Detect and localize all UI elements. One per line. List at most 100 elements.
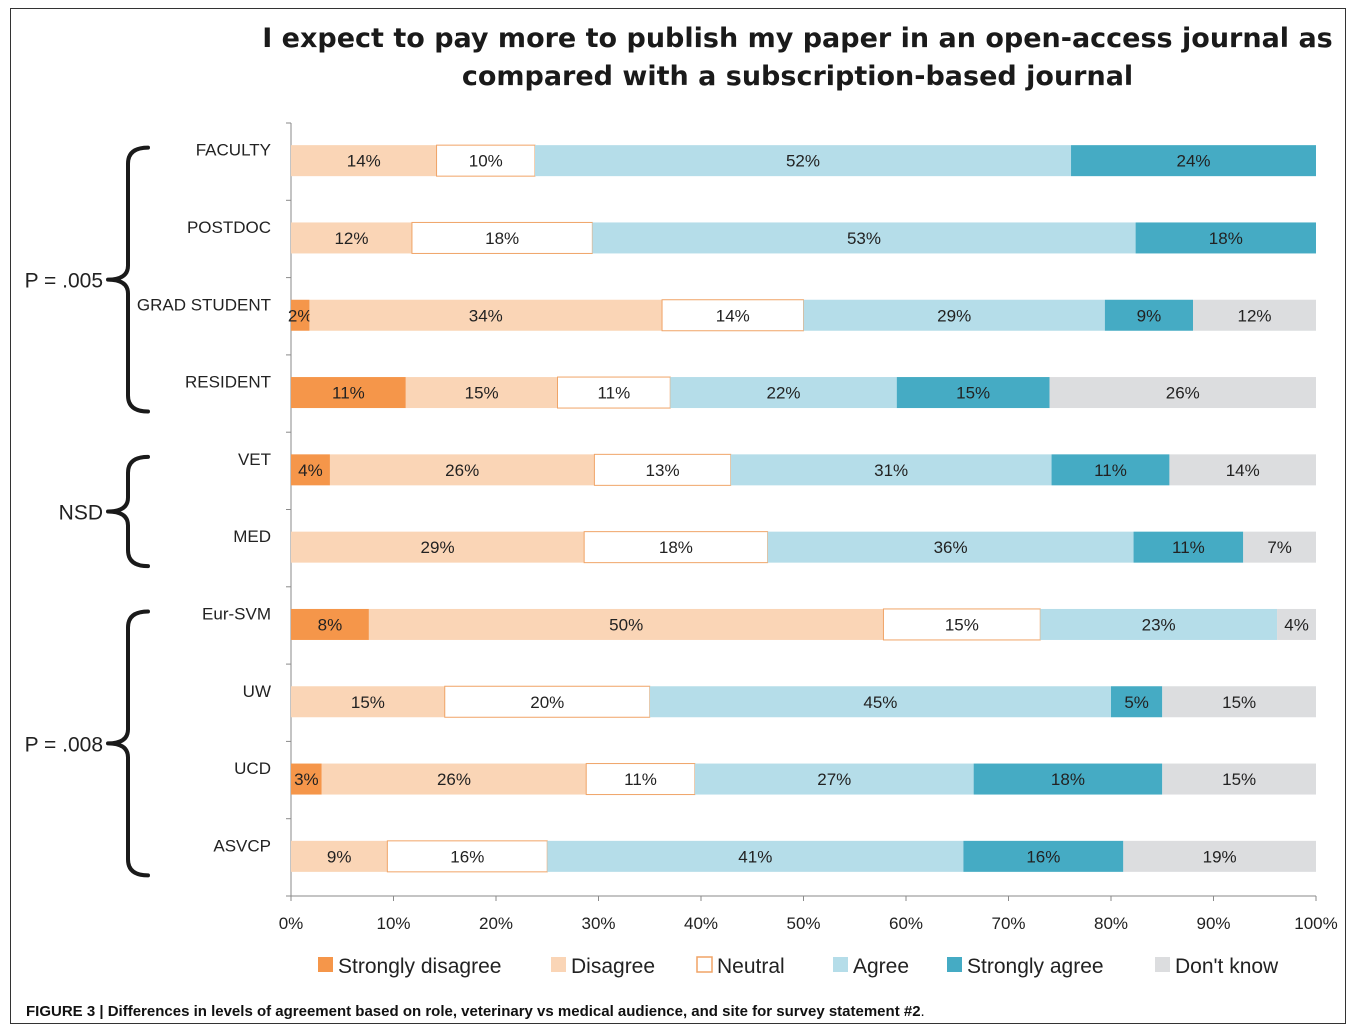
bar-segment-med-strongly-agree xyxy=(1133,531,1244,563)
x-tick-label-40: 40% xyxy=(684,914,718,933)
category-label-med: MED xyxy=(233,527,271,546)
bar-segment-resident-strongly-disagree xyxy=(291,377,406,409)
data-label-vet-disagree: 26% xyxy=(445,461,479,480)
bar-segment-asvcp-disagree xyxy=(291,840,388,872)
bar-segment-ucd-strongly-agree xyxy=(973,763,1163,795)
category-label-postdoc: POSTDOC xyxy=(187,218,271,237)
bar-segment-med-neutral xyxy=(583,531,769,564)
data-label-resident-strongly-agree: 15% xyxy=(956,384,990,403)
data-label-asvcp-neutral: 16% xyxy=(450,847,484,866)
data-label-postdoc-agree: 53% xyxy=(847,229,881,248)
data-label-ucd-strongly-agree: 18% xyxy=(1051,770,1085,789)
legend-label-agree: Agree xyxy=(853,955,909,978)
data-label-grad-student-strongly-agree: 9% xyxy=(1137,306,1162,325)
data-label-eur-svm-disagree: 50% xyxy=(609,615,643,634)
bar-segment-resident-strongly-agree xyxy=(896,377,1050,409)
bar-segment-resident-don-t-know xyxy=(1049,377,1316,409)
data-label-asvcp-strongly-agree: 16% xyxy=(1026,847,1060,866)
x-tick-label-20: 20% xyxy=(479,914,513,933)
bar-segment-uw-agree xyxy=(649,686,1111,718)
bar-segment-vet-disagree xyxy=(329,454,595,486)
bar-segment-vet-don-t-know xyxy=(1169,454,1316,486)
bar-segment-grad-student-disagree xyxy=(309,299,663,331)
bar-segment-postdoc-strongly-agree xyxy=(1135,222,1316,254)
legend-swatch-disagree xyxy=(551,957,566,972)
bar-segment-grad-student-don-t-know xyxy=(1193,299,1316,331)
bar-segment-grad-student-neutral xyxy=(661,299,804,332)
category-label-resident: RESIDENT xyxy=(185,373,271,392)
data-label-asvcp-agree: 41% xyxy=(738,847,772,866)
x-tick-label-70: 70% xyxy=(991,914,1025,933)
data-label-ucd-neutral: 11% xyxy=(624,770,657,789)
x-tick-label-60: 60% xyxy=(889,914,923,933)
bar-segment-postdoc-disagree xyxy=(291,222,412,254)
data-label-faculty-agree: 52% xyxy=(786,152,820,171)
legend-label-neutral: Neutral xyxy=(717,955,785,978)
data-label-vet-strongly-agree: 11% xyxy=(1094,461,1127,480)
bar-segment-ucd-agree xyxy=(694,763,974,795)
data-label-grad-student-don-t-know: 12% xyxy=(1237,306,1271,325)
data-label-grad-student-disagree: 34% xyxy=(469,306,503,325)
group-label-p-008: P = .008 xyxy=(25,733,103,756)
data-label-postdoc-disagree: 12% xyxy=(334,229,368,248)
bar-segment-med-agree xyxy=(767,531,1134,563)
bar-segment-eur-svm-agree xyxy=(1040,608,1278,640)
data-label-vet-don-t-know: 14% xyxy=(1226,461,1260,480)
x-tick-label-90: 90% xyxy=(1196,914,1230,933)
data-label-postdoc-neutral: 18% xyxy=(485,229,519,248)
bar-segment-ucd-neutral xyxy=(585,763,696,796)
data-label-faculty-neutral: 10% xyxy=(469,152,503,171)
category-label-vet: VET xyxy=(238,450,271,469)
data-label-ucd-disagree: 26% xyxy=(437,770,471,789)
x-tick-label-10: 10% xyxy=(376,914,410,933)
legend-swatch-don-t-know xyxy=(1155,957,1170,972)
group-bracket-p-008 xyxy=(106,609,150,878)
data-label-eur-svm-strongly-disagree: 8% xyxy=(318,615,343,634)
x-tick-label-30: 30% xyxy=(581,914,615,933)
bar-segment-asvcp-agree xyxy=(547,840,964,872)
category-label-asvcp: ASVCP xyxy=(213,836,271,855)
bar-segment-resident-agree xyxy=(670,377,897,409)
legend-swatch-strongly-disagree xyxy=(318,957,333,972)
chart-title-line-1: I expect to pay more to publish my paper… xyxy=(262,23,1333,54)
bar-segment-faculty-agree xyxy=(534,145,1072,177)
bar-segment-med-don-t-know xyxy=(1243,531,1316,563)
data-label-resident-don-t-know: 26% xyxy=(1166,384,1200,403)
data-label-med-disagree: 29% xyxy=(421,538,455,557)
figure-caption: FIGURE 3 | Differences in levels of agre… xyxy=(26,1003,925,1020)
legend-label-strongly-disagree: Strongly disagree xyxy=(338,955,501,978)
legend-swatch-agree xyxy=(833,957,848,972)
data-label-vet-neutral: 13% xyxy=(646,461,680,480)
data-label-vet-strongly-disagree: 4% xyxy=(298,461,323,480)
data-label-med-neutral: 18% xyxy=(659,538,693,557)
data-label-asvcp-don-t-know: 19% xyxy=(1203,847,1237,866)
data-label-ucd-don-t-know: 15% xyxy=(1222,770,1256,789)
data-label-postdoc-strongly-agree: 18% xyxy=(1209,229,1243,248)
data-label-ucd-strongly-disagree: 3% xyxy=(294,770,319,789)
legend-label-disagree: Disagree xyxy=(571,955,655,978)
data-label-uw-strongly-agree: 5% xyxy=(1124,693,1149,712)
legend-label-strongly-agree: Strongly agree xyxy=(967,955,1104,978)
x-tick-label-80: 80% xyxy=(1094,914,1128,933)
data-label-eur-svm-neutral: 15% xyxy=(945,615,979,634)
figure-frame xyxy=(10,8,1346,1024)
category-label-ucd: UCD xyxy=(234,759,271,778)
data-label-ucd-agree: 27% xyxy=(817,770,851,789)
bar-segment-vet-agree xyxy=(730,454,1052,486)
data-label-grad-student-agree: 29% xyxy=(937,306,971,325)
data-label-eur-svm-agree: 23% xyxy=(1142,615,1176,634)
data-label-faculty-disagree: 14% xyxy=(347,152,381,171)
bar-segment-eur-svm-strongly-disagree xyxy=(291,608,369,640)
legend-label-don-t-know: Don't know xyxy=(1175,955,1279,978)
legend-swatch-strongly-agree xyxy=(947,957,962,972)
data-label-med-agree: 36% xyxy=(934,538,968,557)
bar-segment-ucd-disagree xyxy=(321,763,587,795)
data-label-uw-disagree: 15% xyxy=(351,693,385,712)
bar-segment-postdoc-agree xyxy=(592,222,1136,254)
bar-segment-eur-svm-don-t-know xyxy=(1277,608,1316,640)
bar-segment-med-disagree xyxy=(291,531,585,563)
bar-segment-vet-neutral xyxy=(593,453,732,486)
data-label-asvcp-disagree: 9% xyxy=(327,847,352,866)
chart-title: I expect to pay more to publish my paper… xyxy=(250,20,1345,96)
data-label-resident-disagree: 15% xyxy=(465,384,499,403)
